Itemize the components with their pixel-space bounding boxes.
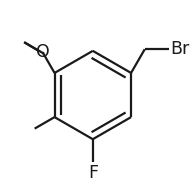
Text: O: O: [36, 43, 50, 61]
Text: F: F: [88, 164, 98, 182]
Text: Br: Br: [170, 40, 190, 58]
